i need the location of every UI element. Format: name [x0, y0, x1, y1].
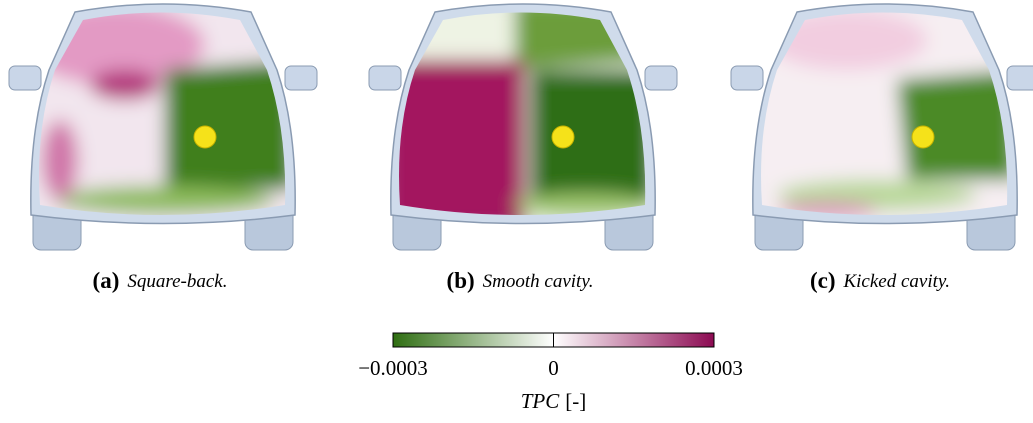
panel-b-image	[369, 0, 677, 250]
colorbar-tick-label: 0.0003	[685, 356, 743, 380]
panel-caption-text: Kicked cavity.	[842, 271, 950, 292]
panel-caption: (b) Smooth cavity.	[447, 268, 594, 293]
colorbar-tick-label: −0.0003	[358, 356, 428, 380]
panel-caption: (a) Square-back.	[93, 268, 228, 293]
colorbar-label-unit: [-]	[565, 389, 586, 413]
panel-tag: (b)	[447, 268, 475, 293]
panel-c-image	[731, 0, 1033, 250]
panel-caption: (c) Kicked cavity.	[810, 268, 950, 293]
panel-tag: (c)	[810, 268, 836, 293]
captions: (a) Square-back. (b) Smooth cavity. (c) Kicke…	[93, 268, 951, 293]
colorbar-tick-label: 0	[548, 356, 559, 380]
colorbar-label: TPC [-]	[521, 389, 587, 413]
panel-a-image	[9, 0, 317, 250]
panel-caption-text: Square-back.	[127, 271, 227, 292]
panel-tag: (a)	[93, 268, 120, 293]
colorbar: −0.0003 0 0.0003 TPC [-]	[358, 332, 743, 413]
panel-caption-text: Smooth cavity.	[483, 271, 594, 292]
colorbar-label-name: TPC	[521, 389, 561, 413]
